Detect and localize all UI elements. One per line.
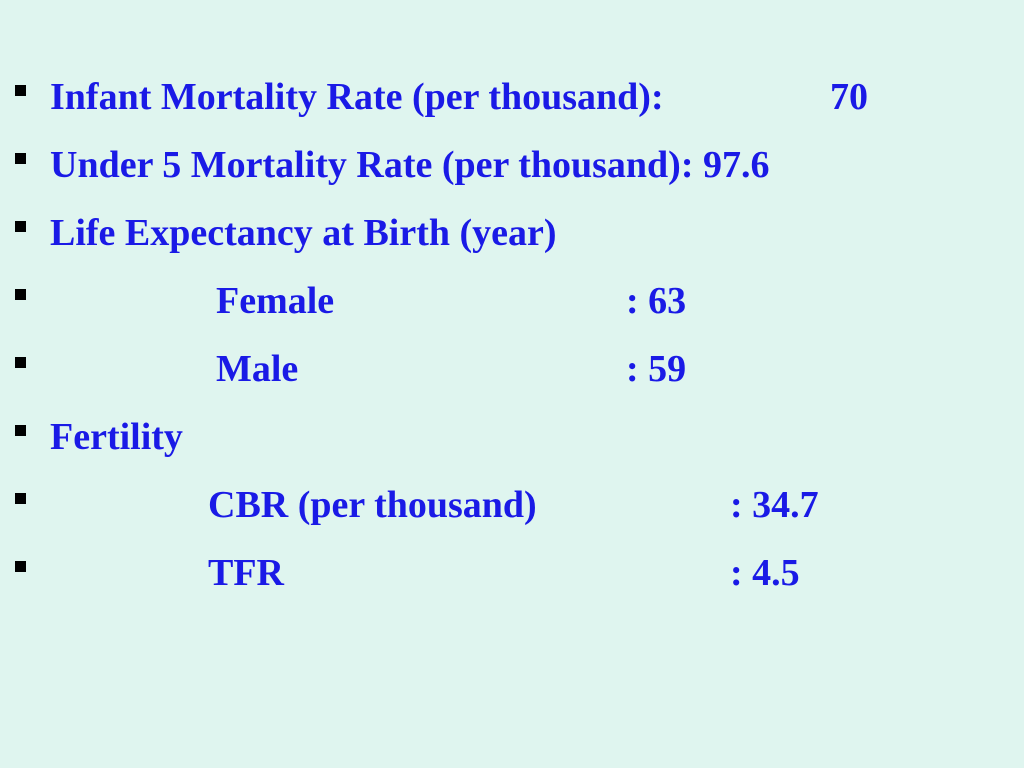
item-label: TFR: [208, 552, 284, 594]
bullet-item-fertility: Fertility: [0, 413, 1024, 461]
item-label: Female: [216, 280, 335, 322]
item-value: : 63: [626, 280, 687, 322]
bullet-item-tfr: TFR : 4.5: [0, 549, 1024, 597]
item-label: Life Expectancy at Birth (year): [50, 212, 557, 254]
item-value: : 4.5: [730, 552, 800, 594]
bullet-item-infant-mortality: Infant Mortality Rate (per thousand): 70: [0, 73, 1024, 121]
square-bullet-icon: [15, 221, 26, 232]
bullet-item-cbr: CBR (per thousand) : 34.7: [0, 481, 1024, 529]
square-bullet-icon: [15, 85, 26, 96]
bullet-item-female: Female : 63: [0, 277, 1024, 325]
item-value: : 34.7: [730, 484, 819, 526]
item-value: : 59: [626, 348, 687, 390]
square-bullet-icon: [15, 425, 26, 436]
bullet-item-under5-mortality: Under 5 Mortality Rate (per thousand): 9…: [0, 141, 1024, 189]
square-bullet-icon: [15, 289, 26, 300]
item-value: 70: [830, 76, 868, 118]
bullet-item-male: Male : 59: [0, 345, 1024, 393]
item-label: Fertility: [50, 416, 183, 458]
item-label: CBR (per thousand): [208, 484, 537, 526]
bullet-item-life-expectancy: Life Expectancy at Birth (year): [0, 209, 1024, 257]
square-bullet-icon: [15, 357, 26, 368]
item-label: Male: [216, 348, 299, 390]
square-bullet-icon: [15, 561, 26, 572]
square-bullet-icon: [15, 493, 26, 504]
item-label: Infant Mortality Rate (per thousand):: [50, 76, 664, 118]
square-bullet-icon: [15, 153, 26, 164]
item-label: Under 5 Mortality Rate (per thousand): 9…: [50, 144, 770, 186]
